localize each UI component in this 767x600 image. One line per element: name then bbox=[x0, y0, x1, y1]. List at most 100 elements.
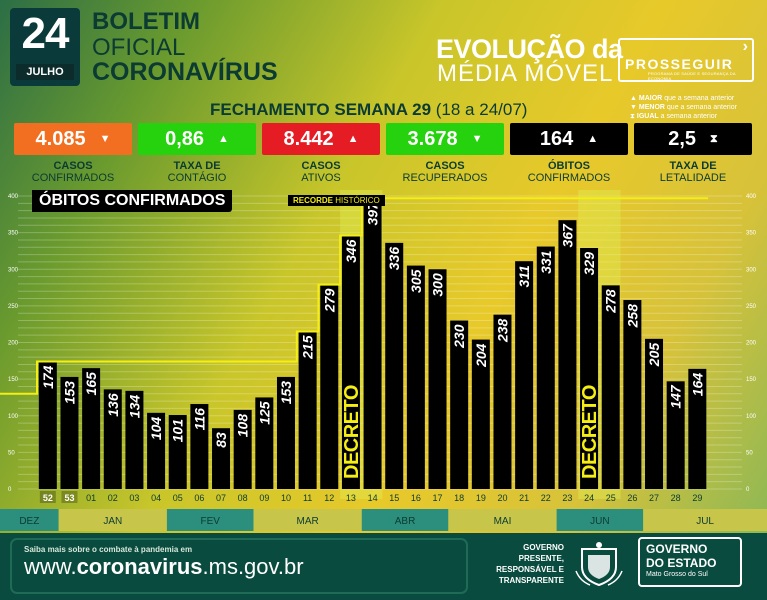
x-tick-16: 16 bbox=[411, 493, 421, 503]
chevron-right-icon: › bbox=[742, 38, 748, 55]
government-logo-box bbox=[638, 537, 742, 587]
value-label-11: 215 bbox=[300, 335, 316, 360]
indicator-deaths: 164 ▲ bbox=[510, 123, 628, 155]
key-text: a semana anterior bbox=[660, 113, 718, 120]
key-row: ⧗ IGUAL a semana anterior bbox=[630, 112, 737, 121]
y-tick-left: 100 bbox=[8, 414, 19, 420]
x-tick-02: 02 bbox=[108, 493, 118, 503]
y-tick-left: 50 bbox=[8, 450, 15, 456]
record-label-rest: HISTÓRICO bbox=[335, 196, 380, 205]
indicator-contagion-rate: 0,86 ▲ bbox=[138, 123, 256, 155]
value-label-10: 153 bbox=[278, 381, 294, 405]
bar-17 bbox=[428, 269, 447, 489]
label-line1: TAXA DE bbox=[669, 160, 717, 172]
label-line2: CONFIRMADOS bbox=[31, 172, 115, 184]
record-label-bold: RECORDE bbox=[293, 196, 334, 205]
x-tick-11: 11 bbox=[303, 493, 312, 503]
label-line2: RECUPERADOS bbox=[402, 172, 488, 184]
bar-02 bbox=[103, 389, 122, 489]
indicator-label: TAXA DE LETALIDADE bbox=[631, 160, 755, 184]
value-label-06: 116 bbox=[191, 408, 207, 431]
value-label-24: 329 bbox=[581, 252, 597, 276]
bar-06 bbox=[190, 404, 209, 489]
logo-subtitle: PROGRAMA DE SAÚDE E SEGURANÇA DA ECONOMI… bbox=[648, 71, 736, 81]
section-title-line2: MÉDIA MÓVEL bbox=[437, 60, 614, 87]
bar-28 bbox=[666, 381, 685, 489]
key-text: que a semana anterior bbox=[666, 104, 737, 111]
weekly-title: FECHAMENTO SEMANA 29 bbox=[210, 100, 432, 119]
y-tick-left: 400 bbox=[8, 194, 19, 200]
x-tick-05: 05 bbox=[173, 493, 183, 503]
bar-08 bbox=[233, 409, 252, 489]
bar-27 bbox=[645, 338, 664, 489]
decreto-annotation-1: DECRETO bbox=[341, 385, 363, 479]
bar-23 bbox=[558, 220, 577, 490]
y-tick-right: 100 bbox=[746, 414, 757, 420]
value-label-19: 204 bbox=[473, 343, 489, 368]
x-tick-09: 09 bbox=[259, 493, 269, 503]
value-label-53: 153 bbox=[61, 381, 77, 405]
indicator-label: ÓBITOS CONFIRMADOS bbox=[507, 160, 631, 184]
month-band-jun bbox=[556, 509, 644, 531]
value-label-08: 108 bbox=[235, 414, 251, 438]
x-tick-23: 23 bbox=[562, 493, 572, 503]
record-line bbox=[0, 197, 709, 395]
x-tick-13: 13 bbox=[346, 493, 356, 503]
url-prefix: www. bbox=[24, 554, 77, 579]
date-month: JULHO bbox=[16, 64, 74, 80]
key-row: ▼ MENOR que a semana anterior bbox=[630, 103, 737, 112]
x-tick-10: 10 bbox=[281, 493, 291, 503]
month-label-jul: JUL bbox=[696, 516, 714, 527]
value-label-12: 279 bbox=[321, 288, 337, 313]
x-tick-20: 20 bbox=[497, 493, 507, 503]
x-tick-21: 21 bbox=[519, 493, 529, 503]
indicator-value: 164 bbox=[539, 127, 574, 150]
prev-year-tick-bg bbox=[61, 491, 78, 503]
bar-05 bbox=[168, 415, 187, 489]
y-tick-right: 250 bbox=[746, 304, 757, 310]
bar-29 bbox=[688, 368, 707, 489]
chart-title: ÓBITOS CONFIRMADOS bbox=[32, 190, 233, 212]
record-label: RECORDE HISTÓRICO bbox=[288, 195, 385, 206]
tagline-line: PRESENTE, bbox=[518, 554, 564, 563]
key-bold: MENOR bbox=[638, 104, 665, 111]
bar-11 bbox=[298, 331, 317, 489]
value-label-05: 101 bbox=[170, 419, 186, 443]
prev-year-tick-bg bbox=[39, 491, 56, 503]
bar-53 bbox=[60, 376, 79, 489]
bar-10 bbox=[276, 376, 295, 489]
logo-name: PROSSEGUIR bbox=[625, 56, 734, 72]
value-label-16: 305 bbox=[408, 269, 424, 293]
x-tick-14: 14 bbox=[368, 493, 378, 503]
x-tick-53: 53 bbox=[64, 493, 74, 503]
arrow-key-legend: ▲ MAIOR que a semana anterior ▼ MENOR qu… bbox=[630, 94, 737, 121]
weekly-range: (18 a 24/07) bbox=[435, 100, 528, 119]
arrow-up-icon: ▲ bbox=[218, 133, 229, 145]
label-line1: TAXA DE bbox=[173, 160, 221, 172]
footer-url-link[interactable]: www.coronavirus.ms.gov.br bbox=[24, 556, 304, 578]
label-line1: CASOS bbox=[425, 160, 465, 172]
month-band-mai bbox=[448, 509, 557, 531]
y-tick-left: 150 bbox=[8, 377, 19, 383]
key-bold: MAIOR bbox=[638, 95, 663, 102]
month-label-mai: MAI bbox=[494, 516, 512, 527]
bar-26 bbox=[623, 300, 642, 489]
y-tick-right: 0 bbox=[746, 487, 750, 493]
bar-14 bbox=[363, 198, 382, 489]
month-band-jan bbox=[58, 509, 167, 531]
gov-line3: Mato Grosso do Sul bbox=[646, 571, 708, 578]
x-tick-03: 03 bbox=[129, 493, 139, 503]
indicator-recovered: 3.678 ▼ bbox=[386, 123, 504, 155]
bar-07 bbox=[212, 428, 231, 489]
footer-note: Saiba mais sobre o combate à pandemia em bbox=[24, 545, 193, 554]
indicator-active-cases: 8.442 ▲ bbox=[262, 123, 380, 155]
tagline-line: TRANSPARENTE bbox=[498, 576, 564, 585]
indicator-value: 0,86 bbox=[165, 127, 205, 150]
y-tick-left: 300 bbox=[8, 267, 19, 273]
y-tick-right: 300 bbox=[746, 267, 757, 273]
bar-13 bbox=[341, 235, 360, 489]
value-label-04: 104 bbox=[148, 417, 164, 441]
arrow-up-icon: ▲ bbox=[630, 95, 637, 102]
